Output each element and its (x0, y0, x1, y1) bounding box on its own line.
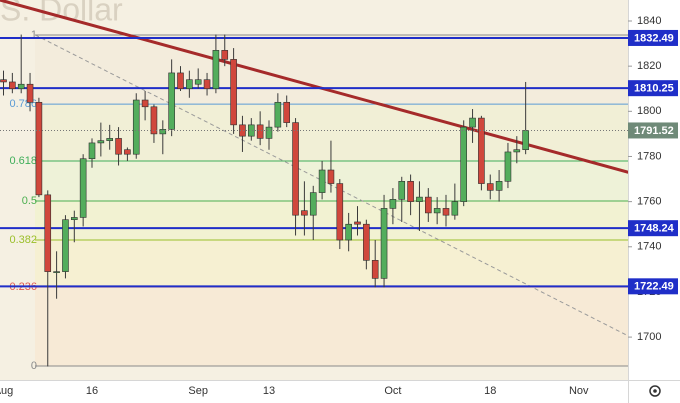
last-price-label: 1791.52 (634, 125, 674, 137)
y-tick-label: 1800 (637, 105, 661, 117)
x-tick-label: 16 (86, 385, 98, 397)
candle-body (17, 83, 25, 90)
candle-body (442, 208, 450, 216)
candle-body (407, 181, 414, 202)
candle-body (44, 194, 52, 272)
level-label: 1722.49 (634, 281, 674, 293)
candle-body (327, 169, 335, 184)
candle-body (115, 138, 122, 155)
candle-body (79, 158, 87, 218)
candle-body (469, 117, 476, 128)
y-tick-label: 1780 (637, 150, 661, 162)
y-tick-label: 1740 (637, 241, 661, 253)
y-tick-label: 1760 (637, 196, 661, 208)
candle-body (371, 260, 379, 279)
candle-body (168, 72, 175, 130)
candle-body (380, 208, 388, 279)
candle-body (504, 151, 512, 182)
candle-body (460, 126, 468, 202)
candle-body (398, 181, 406, 200)
candle-body (0, 79, 7, 83)
last-price-label-box (628, 122, 678, 139)
x-tick-label: Sep (188, 385, 208, 397)
candle-body (35, 101, 43, 196)
candle-body (424, 196, 432, 214)
candle-body (132, 99, 140, 155)
candle-body (106, 138, 113, 141)
candle-body (451, 201, 459, 216)
candle-body (26, 83, 34, 103)
y-tick-label: 1820 (637, 60, 661, 72)
x-tick-label: Oct (384, 385, 401, 397)
y-tick-label: 1700 (637, 331, 661, 343)
candle-body (389, 199, 397, 209)
settings-icon[interactable] (649, 385, 661, 397)
candle-body (265, 126, 273, 139)
candle-body (433, 208, 441, 214)
candle-body (318, 169, 326, 193)
fib-label: 0 (31, 360, 37, 372)
candle-body (309, 192, 317, 216)
x-tick-label: Nov (569, 385, 589, 397)
candle-body (124, 149, 131, 155)
candle-body (283, 101, 291, 123)
candle-body (513, 149, 521, 153)
x-tick-label: 18 (484, 385, 496, 397)
level-label: 1810.25 (634, 83, 674, 95)
fib-label: 0.5 (22, 195, 37, 207)
level-label-box (628, 220, 678, 237)
candle-body (186, 79, 193, 90)
candle-body (486, 183, 494, 191)
level-label-box (628, 80, 678, 97)
fib-label: 1 (31, 29, 37, 41)
x-tick-label: 13 (263, 385, 275, 397)
fib-label: 0.618 (9, 155, 37, 167)
level-label: 1748.24 (634, 223, 675, 235)
candle-body (478, 117, 485, 184)
candle-body (292, 122, 299, 216)
candle-body (522, 130, 529, 150)
candle-body (97, 140, 105, 144)
fib-zone (35, 34, 628, 105)
candle-body (53, 271, 60, 273)
gear-center (653, 389, 657, 393)
y-tick-label: 1840 (637, 15, 661, 27)
candle-body (274, 101, 282, 128)
candle-body (88, 142, 96, 160)
candle-body (9, 81, 16, 90)
candle-body (248, 124, 255, 137)
candle-body (230, 59, 237, 126)
candle-body (203, 79, 211, 90)
fib-zone (35, 240, 628, 287)
candle-body (194, 79, 202, 85)
candle-body (336, 183, 344, 241)
fib-zone (35, 286, 628, 367)
candle-body (256, 124, 264, 139)
candle-body (159, 129, 167, 135)
candle-body (141, 99, 149, 108)
candle-body (495, 181, 503, 191)
candle-body (363, 223, 370, 261)
x-tick-label: Aug (0, 385, 13, 397)
level-label-box (628, 29, 678, 46)
candle-body (212, 50, 220, 90)
candle-body (301, 210, 308, 216)
level-label: 1832.49 (634, 32, 674, 44)
candle-body (71, 217, 78, 220)
candle-body (354, 221, 361, 225)
fib-zone (35, 104, 628, 161)
fib-label: 0.382 (9, 234, 37, 246)
candle-body (221, 50, 229, 60)
candle-body (239, 124, 246, 137)
fib-zone (35, 200, 628, 241)
candle-body (150, 106, 158, 135)
candle-body (62, 219, 69, 272)
gear[interactable] (649, 385, 661, 397)
level-label-box (628, 278, 678, 295)
candle-body (416, 196, 423, 202)
candle-body (177, 72, 184, 90)
candle-body (345, 223, 352, 241)
